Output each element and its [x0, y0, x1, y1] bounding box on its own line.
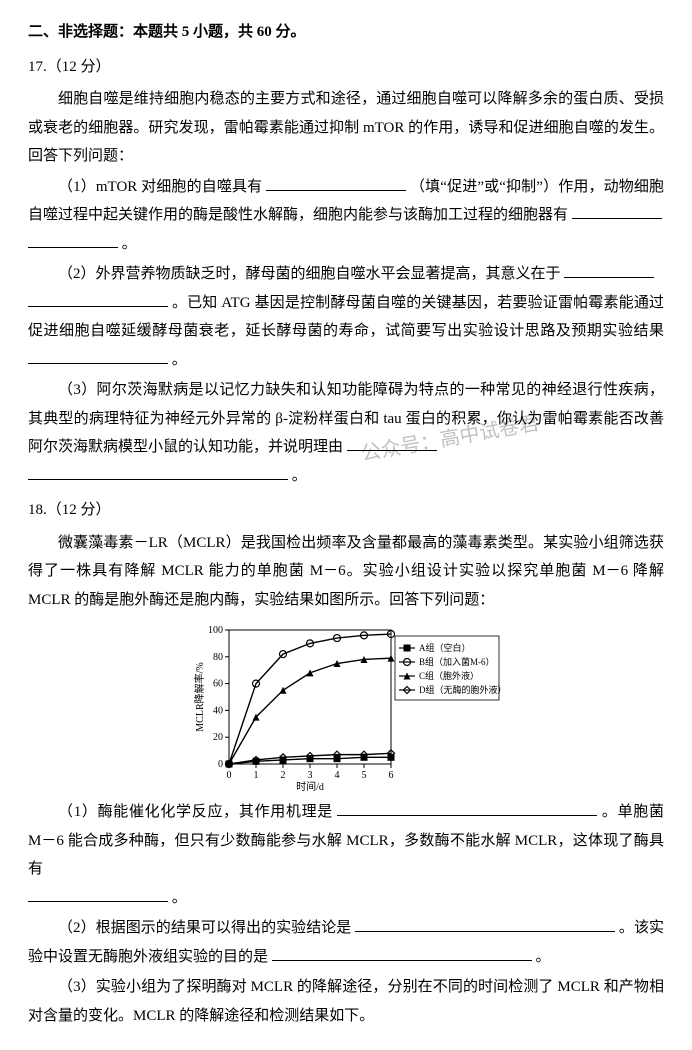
svg-text:2: 2	[281, 770, 286, 781]
q17-p1-blank3	[28, 233, 118, 248]
svg-text:MCLR降解率/%: MCLR降解率/%	[193, 662, 206, 731]
q17-part2: （2）外界营养物质缺乏时，酵母菌的细胞自噬水平会显著提高，其意义在于 。已知 A…	[28, 260, 664, 374]
svg-text:80: 80	[213, 652, 223, 663]
svg-text:4: 4	[335, 770, 340, 781]
q17-p1-blank1	[266, 176, 406, 191]
svg-text:60: 60	[213, 679, 223, 690]
q17-p1-text-a: （1）mTOR 对细胞的自噬具有	[58, 179, 262, 195]
svg-text:C组（胞外液）: C组（胞外液）	[419, 670, 479, 681]
q18-number: 18.（12 分）	[28, 496, 664, 525]
q18-p1-period: 。	[172, 890, 187, 906]
q18-p1-blank1	[337, 801, 597, 816]
svg-text:3: 3	[308, 770, 313, 781]
q18-p3-text-a: （3）实验小组为了探明酶对 MCLR 的降解途径，分别在不同的时间检测了 MCL…	[28, 979, 664, 1024]
chart-svg: 0123456020406080100时间/dMCLR降解率/%A组（空白）B组…	[191, 622, 501, 792]
q17-number: 17.（12 分）	[28, 53, 664, 82]
q18-p2-period: 。	[536, 949, 551, 965]
svg-text:1: 1	[254, 770, 259, 781]
q18-intro: 微囊藻毒素－LR（MCLR）是我国检出频率及含量都最高的藻毒素类型。某实验小组筛…	[28, 529, 664, 615]
svg-text:时间/d: 时间/d	[296, 780, 324, 792]
q17-p2-blank2	[28, 292, 168, 307]
q18-p2-blank1	[355, 917, 615, 932]
q17-part1: （1）mTOR 对细胞的自噬具有 （填“促进”或“抑制”）作用，动物细胞自噬过程…	[28, 173, 664, 259]
q17-p3-blank2	[28, 465, 288, 480]
svg-text:B组（加入菌M-6）: B组（加入菌M-6）	[419, 656, 495, 667]
q17-intro: 细胞自噬是维持细胞内稳态的主要方式和途径，通过细胞自噬可以降解多余的蛋白质、受损…	[28, 85, 664, 171]
svg-text:5: 5	[362, 770, 367, 781]
svg-text:A组（空白）: A组（空白）	[419, 642, 471, 653]
q18-part1: （1）酶能催化化学反应，其作用机理是 。单胞菌 M－6 能合成多种酶，但只有少数…	[28, 798, 664, 912]
q17-part3: （3）阿尔茨海默病是以记忆力缺失和认知功能障碍为特点的一种常见的神经退行性疾病，…	[28, 376, 664, 490]
q17-p2-period: 。	[172, 352, 187, 368]
q17-p1-blank2	[572, 204, 662, 219]
q18-part3: （3）实验小组为了探明酶对 MCLR 的降解途径，分别在不同的时间检测了 MCL…	[28, 973, 664, 1030]
q17-p2-blank3	[28, 349, 168, 364]
q17-p3-blank1	[347, 436, 437, 451]
svg-text:20: 20	[213, 732, 223, 743]
mclr-chart: 0123456020406080100时间/dMCLR降解率/%A组（空白）B组…	[191, 622, 501, 792]
q18-p1-text-a: （1）酶能催化化学反应，其作用机理是	[58, 804, 333, 820]
svg-text:0: 0	[227, 770, 232, 781]
section-header: 二、非选择题：本题共 5 小题，共 60 分。	[28, 18, 664, 47]
q17-p3-period: 。	[292, 468, 307, 484]
svg-text:6: 6	[389, 770, 394, 781]
q18-p2-blank2	[272, 946, 532, 961]
q17-p1-period: 。	[122, 236, 137, 252]
q17-p2-blank1	[564, 263, 654, 278]
svg-text:40: 40	[213, 705, 223, 716]
q18-part2: （2）根据图示的结果可以得出的实验结论是 。该实验中设置无酶胞外液组实验的目的是…	[28, 914, 664, 971]
q17-p2-text-a: （2）外界营养物质缺乏时，酵母菌的细胞自噬水平会显著提高，其意义在于	[58, 266, 561, 282]
q18-p1-blank2	[28, 887, 168, 902]
svg-text:100: 100	[208, 625, 223, 636]
chart-container: 0123456020406080100时间/dMCLR降解率/%A组（空白）B组…	[28, 622, 664, 792]
q18-p2-text-a: （2）根据图示的结果可以得出的实验结论是	[58, 920, 351, 936]
svg-text:D组（无酶的胞外液）: D组（无酶的胞外液）	[419, 684, 501, 695]
svg-text:0: 0	[218, 759, 223, 770]
